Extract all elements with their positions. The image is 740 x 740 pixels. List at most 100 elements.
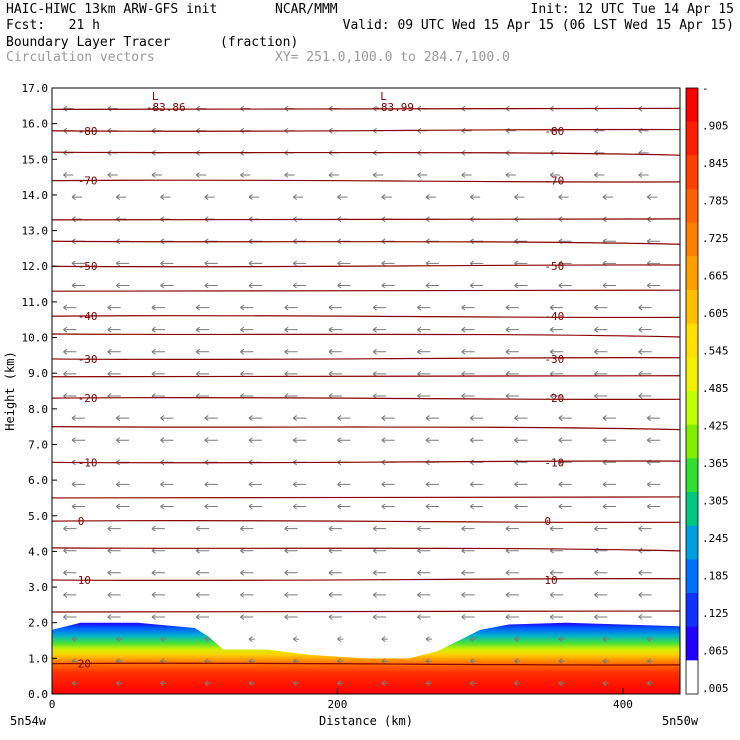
circulation-vector xyxy=(240,304,254,311)
circulation-vector xyxy=(337,282,351,289)
x-start-location: 5n54w xyxy=(10,714,47,728)
circulation-vector xyxy=(646,680,654,687)
circulation-vector xyxy=(602,282,616,289)
circulation-vector xyxy=(151,304,165,311)
circulation-vector xyxy=(160,282,174,289)
circulation-vector xyxy=(549,569,564,576)
circulation-vector xyxy=(115,636,123,643)
isotherm-label: -80 xyxy=(544,125,564,138)
circulation-vector xyxy=(505,304,519,311)
circulation-vector xyxy=(337,260,351,267)
colorbar-swatch xyxy=(686,323,698,358)
isotherm-label: -10 xyxy=(544,456,564,469)
circulation-vector xyxy=(151,591,165,598)
circulation-vector xyxy=(328,304,342,311)
circulation-vector xyxy=(549,614,564,620)
circulation-vector xyxy=(63,525,77,532)
x-tick-label: 400 xyxy=(613,698,633,711)
y-axis: 0.0 1.0 2.0 3.0 4.0 5.0 6.0 7.0 8.0 9.0 10.0 11.0 12… xyxy=(22,82,57,701)
circulation-vector xyxy=(71,194,82,200)
circulation-vector xyxy=(505,127,516,134)
circulation-vector xyxy=(558,415,572,421)
circulation-vector xyxy=(558,658,565,665)
circulation-vector xyxy=(284,591,298,598)
circulation-vector xyxy=(240,525,254,532)
circulation-vector xyxy=(204,636,211,643)
circulation-vector xyxy=(514,437,528,444)
field-name: Boundary Layer Tracer xyxy=(6,35,171,50)
circulation-vector xyxy=(63,370,77,377)
circulation-vector xyxy=(337,481,351,488)
circulation-vector xyxy=(195,547,210,554)
circulation-vector xyxy=(594,525,608,532)
colorbar-label: .305 xyxy=(702,495,729,508)
isotherm-line xyxy=(52,179,680,183)
minimum-markers: L-83.86L-83.99 xyxy=(146,90,414,114)
colorbar-label: .185 xyxy=(702,570,729,583)
circulation-vector xyxy=(381,260,395,267)
circulation-vector xyxy=(292,415,307,421)
circulation-vector xyxy=(505,393,519,399)
circulation-vector xyxy=(63,569,77,576)
circulation-vector xyxy=(240,569,254,576)
circulation-vector xyxy=(514,481,528,488)
circulation-vector xyxy=(425,282,439,289)
circulation-vector xyxy=(461,326,475,333)
circulation-vector xyxy=(646,194,658,200)
circulation-vector xyxy=(160,415,174,421)
circulation-vector xyxy=(151,525,165,532)
x-tick-label: 0 xyxy=(49,698,56,711)
circulation-vector xyxy=(160,636,167,643)
isotherm-label: -20 xyxy=(544,392,564,405)
circulation-vector xyxy=(248,636,255,643)
valid-time: Valid: 09 UTC Wed 15 Apr 15 (06 LST Wed … xyxy=(342,18,734,33)
circulation-vector xyxy=(63,614,77,620)
isotherm-line xyxy=(52,357,680,361)
minimum-letter: L xyxy=(380,90,387,103)
cross-section-endpoints: XY= 251.0,100.0 to 284.7,100.0 xyxy=(275,50,510,65)
isotherm-line xyxy=(52,547,680,552)
vectors-label: Circulation vectors xyxy=(6,50,155,65)
isotherm-label: -20 xyxy=(78,392,98,405)
circulation-vector xyxy=(602,636,609,643)
circulation-vector xyxy=(461,591,475,598)
y-tick-label: 10.0 xyxy=(22,332,49,345)
circulation-vector xyxy=(248,260,262,267)
isotherm-line xyxy=(52,578,680,582)
circulation-vector xyxy=(195,525,210,532)
circulation-vector xyxy=(372,348,387,355)
circulation-vector xyxy=(328,591,342,598)
y-tick-label: 6.0 xyxy=(28,474,48,487)
circulation-vector xyxy=(549,172,561,178)
circulation-vector xyxy=(240,370,254,377)
isotherm-line xyxy=(52,375,680,378)
circulation-vector xyxy=(107,591,121,598)
circulation-vector xyxy=(549,326,564,333)
circulation-vector xyxy=(204,260,218,267)
circulation-vector xyxy=(638,326,652,333)
circulation-vector xyxy=(160,437,174,444)
circulation-vector xyxy=(292,503,307,510)
circulation-vector xyxy=(646,415,661,421)
circulation-vector xyxy=(381,415,395,421)
isotherm-label: -70 xyxy=(544,175,564,188)
isotherm-label: -40 xyxy=(78,310,98,323)
colorbar-swatch xyxy=(686,626,698,661)
y-tick-label: 1.0 xyxy=(28,652,48,665)
circulation-vector xyxy=(417,591,431,598)
circulation-vector xyxy=(425,194,436,200)
circulation-vector xyxy=(292,481,307,488)
minimum-letter: L xyxy=(152,90,159,103)
circulation-vector xyxy=(514,459,528,466)
colorbar-swatch xyxy=(686,290,698,325)
circulation-vector xyxy=(594,172,605,178)
isotherm-label: -80 xyxy=(78,125,98,138)
circulation-vector xyxy=(469,636,477,643)
circulation-vector xyxy=(425,636,432,643)
circulation-vector xyxy=(337,437,351,444)
circulation-vector xyxy=(292,194,304,200)
circulation-vector xyxy=(115,194,127,200)
circulation-vector xyxy=(514,238,528,245)
circulation-vector xyxy=(328,547,342,554)
boundary-layer-tracer-field xyxy=(52,622,680,694)
